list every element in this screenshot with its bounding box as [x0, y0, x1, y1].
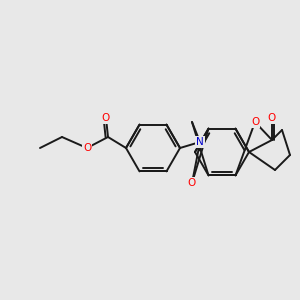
Text: N: N — [196, 137, 204, 147]
Text: O: O — [268, 113, 276, 123]
Text: O: O — [83, 143, 91, 153]
Text: O: O — [251, 117, 259, 127]
Text: O: O — [102, 113, 110, 123]
Text: O: O — [188, 178, 196, 188]
